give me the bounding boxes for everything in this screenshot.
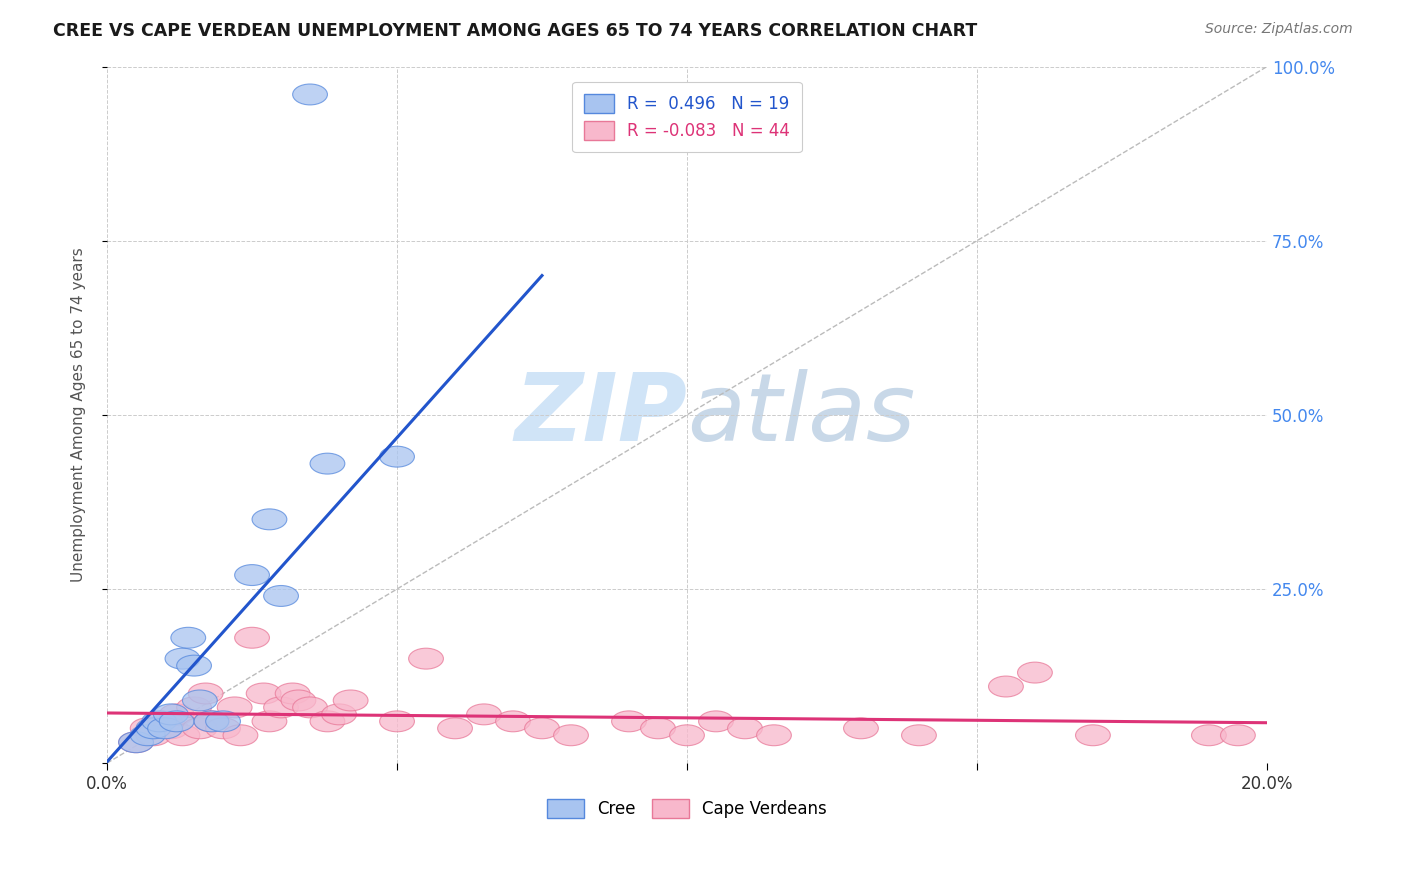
Ellipse shape [612,711,647,731]
Ellipse shape [276,683,311,704]
Ellipse shape [311,711,344,731]
Ellipse shape [669,725,704,746]
Legend: Cree, Cape Verdeans: Cree, Cape Verdeans [540,792,834,824]
Ellipse shape [159,704,194,725]
Ellipse shape [409,648,443,669]
Ellipse shape [252,711,287,731]
Ellipse shape [264,585,298,607]
Ellipse shape [224,725,257,746]
Ellipse shape [148,718,183,739]
Ellipse shape [524,718,560,739]
Ellipse shape [205,711,240,731]
Ellipse shape [246,683,281,704]
Ellipse shape [205,718,240,739]
Ellipse shape [148,711,183,731]
Text: CREE VS CAPE VERDEAN UNEMPLOYMENT AMONG AGES 65 TO 74 YEARS CORRELATION CHART: CREE VS CAPE VERDEAN UNEMPLOYMENT AMONG … [53,22,977,40]
Ellipse shape [727,718,762,739]
Text: ZIP: ZIP [515,369,688,461]
Ellipse shape [194,711,229,731]
Ellipse shape [311,453,344,474]
Ellipse shape [188,683,224,704]
Ellipse shape [292,697,328,718]
Ellipse shape [988,676,1024,697]
Ellipse shape [1076,725,1111,746]
Ellipse shape [844,718,879,739]
Text: Source: ZipAtlas.com: Source: ZipAtlas.com [1205,22,1353,37]
Ellipse shape [437,718,472,739]
Ellipse shape [153,704,188,725]
Ellipse shape [177,655,211,676]
Ellipse shape [1191,725,1226,746]
Ellipse shape [901,725,936,746]
Ellipse shape [165,648,200,669]
Ellipse shape [756,725,792,746]
Ellipse shape [495,711,530,731]
Ellipse shape [554,725,588,746]
Ellipse shape [142,711,177,731]
Ellipse shape [380,446,415,467]
Ellipse shape [131,725,165,746]
Ellipse shape [118,731,153,753]
Ellipse shape [235,565,270,585]
Ellipse shape [264,697,298,718]
Ellipse shape [136,718,172,739]
Ellipse shape [281,690,316,711]
Ellipse shape [1018,662,1052,683]
Ellipse shape [183,718,218,739]
Y-axis label: Unemployment Among Ages 65 to 74 years: Unemployment Among Ages 65 to 74 years [72,247,86,582]
Ellipse shape [333,690,368,711]
Ellipse shape [1220,725,1256,746]
Text: atlas: atlas [688,369,915,460]
Ellipse shape [172,627,205,648]
Ellipse shape [699,711,734,731]
Ellipse shape [380,711,415,731]
Ellipse shape [235,627,270,648]
Ellipse shape [641,718,675,739]
Ellipse shape [118,731,153,753]
Ellipse shape [467,704,502,725]
Ellipse shape [194,711,229,731]
Ellipse shape [183,690,218,711]
Ellipse shape [177,697,211,718]
Ellipse shape [136,725,172,746]
Ellipse shape [252,509,287,530]
Ellipse shape [153,718,188,739]
Ellipse shape [322,704,357,725]
Ellipse shape [159,711,194,731]
Ellipse shape [292,84,328,105]
Ellipse shape [218,697,252,718]
Ellipse shape [131,718,165,739]
Ellipse shape [165,725,200,746]
